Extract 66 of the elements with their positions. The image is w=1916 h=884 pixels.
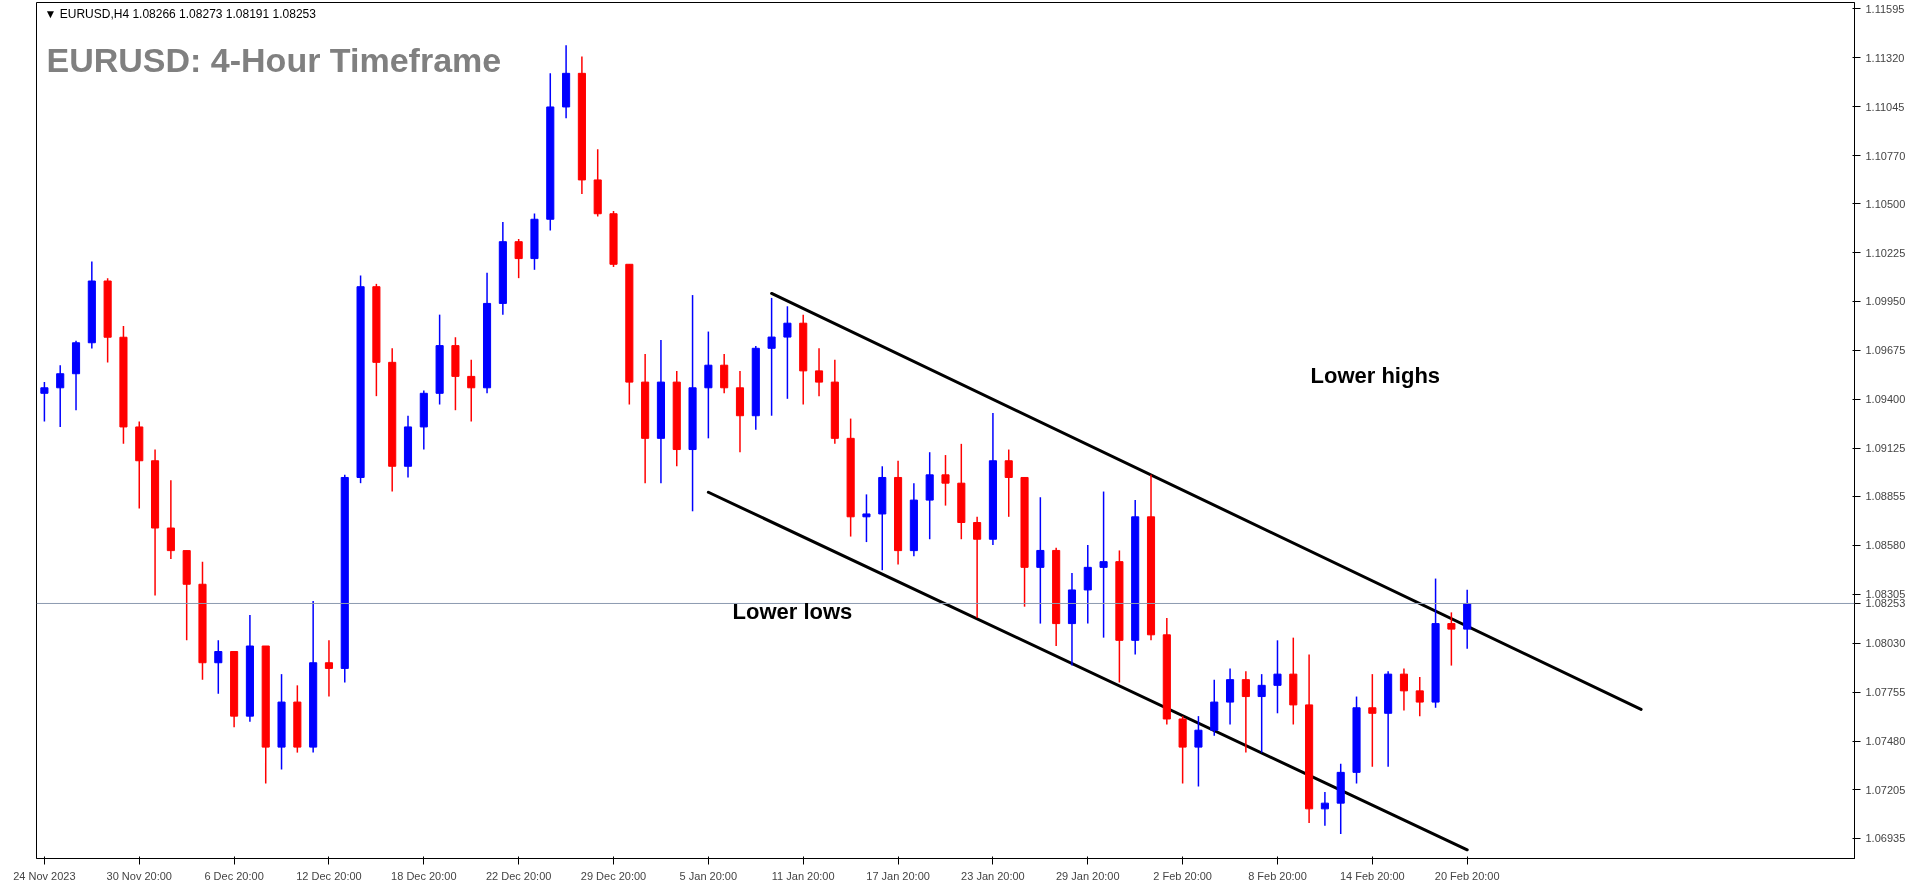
x-tick-label: 6 Dec 20:00 bbox=[204, 869, 264, 882]
y-tick-label: 1.10500 bbox=[1865, 197, 1906, 210]
y-tick-label: 1.10770 bbox=[1865, 149, 1906, 162]
candlestick bbox=[767, 297, 776, 417]
x-tick-label: 2 Feb 20:00 bbox=[1153, 869, 1212, 882]
annotation: Lower highs bbox=[1310, 362, 1441, 388]
x-tick-label: 20 Feb 20:00 bbox=[1434, 869, 1500, 882]
x-tick-label: 11 Jan 20:00 bbox=[771, 869, 835, 882]
y-tick-label: 1.09950 bbox=[1865, 295, 1906, 308]
x-tick-label: 8 Feb 20:00 bbox=[1248, 869, 1307, 882]
text: EURUSD: 4-Hour Timeframe bbox=[46, 40, 502, 79]
candlestick bbox=[1368, 673, 1377, 768]
candlestick bbox=[1399, 667, 1409, 712]
x-tick-label: 23 Jan 20:00 bbox=[961, 869, 1025, 882]
annotation: Lower lows bbox=[732, 598, 853, 624]
candlestick bbox=[1241, 670, 1250, 754]
y-tick-label: 1.06935 bbox=[1865, 832, 1906, 845]
candlestick bbox=[814, 347, 824, 397]
candlestick bbox=[467, 358, 476, 423]
candlestick bbox=[514, 238, 523, 279]
x-tick-label: 30 Nov 20:00 bbox=[106, 869, 172, 882]
candlestick bbox=[1036, 496, 1045, 625]
candlestick bbox=[783, 305, 792, 400]
y-tick-label: 1.07205 bbox=[1865, 783, 1906, 796]
candlestick bbox=[941, 454, 950, 507]
x-tick-label: 17 Jan 20:00 bbox=[866, 869, 930, 882]
annotation: ▼ EURUSD,H4 1.08266 1.08273 1.08191 1.08253 bbox=[44, 6, 317, 21]
y-tick-label: 1.09675 bbox=[1865, 344, 1906, 357]
y-tick-label: 1.09400 bbox=[1865, 393, 1906, 406]
x-tick-label: 29 Jan 20:00 bbox=[1055, 869, 1120, 882]
candlestick bbox=[862, 493, 871, 543]
x-tick-label: 29 Dec 20:00 bbox=[580, 869, 647, 882]
candlestick bbox=[166, 479, 175, 560]
candlestick bbox=[1194, 715, 1203, 788]
x-tick-label: 22 Dec 20:00 bbox=[485, 869, 552, 882]
y-tick-label: 1.07480 bbox=[1865, 735, 1906, 748]
x-tick-label: 18 Dec 20:00 bbox=[391, 869, 457, 882]
y-tick-label: 1.07755 bbox=[1865, 686, 1906, 699]
candlestick bbox=[1226, 667, 1235, 726]
y-tick-label: 1.08030 bbox=[1865, 637, 1906, 650]
candlestick bbox=[1273, 639, 1282, 715]
candlestick bbox=[214, 639, 223, 695]
x-tick-label: 12 Dec 20:00 bbox=[296, 869, 362, 882]
y-tick-label: 1.11045 bbox=[1865, 100, 1905, 113]
y-tick-label: 1.08855 bbox=[1865, 490, 1906, 503]
candlestick bbox=[1257, 673, 1266, 754]
y-tick-label: 1.08580 bbox=[1865, 539, 1906, 552]
candlestick bbox=[324, 639, 334, 698]
y-tick-label: 1.09125 bbox=[1865, 442, 1906, 455]
candlestick bbox=[1320, 791, 1329, 827]
x-tick-label: 5 Jan 20:00 bbox=[679, 869, 738, 882]
y-tick-label: 1.10225 bbox=[1865, 246, 1906, 259]
y-tick-label: 1.11320 bbox=[1865, 51, 1905, 64]
x-tick-label: 14 Feb 20:00 bbox=[1339, 869, 1405, 882]
y-tick-label: 1.11595 bbox=[1865, 2, 1905, 15]
x-tick-label: 24 Nov 2023 bbox=[13, 869, 76, 882]
candlestick bbox=[1447, 611, 1456, 667]
candlestick bbox=[40, 381, 49, 423]
candlestick bbox=[1083, 544, 1092, 625]
candlestick bbox=[704, 330, 713, 440]
candlestick bbox=[1099, 490, 1108, 639]
candlestick bbox=[1415, 676, 1424, 717]
candlestick bbox=[56, 364, 65, 428]
candlestick bbox=[720, 353, 729, 395]
candlestick bbox=[973, 516, 982, 619]
candlestick bbox=[1004, 448, 1013, 518]
